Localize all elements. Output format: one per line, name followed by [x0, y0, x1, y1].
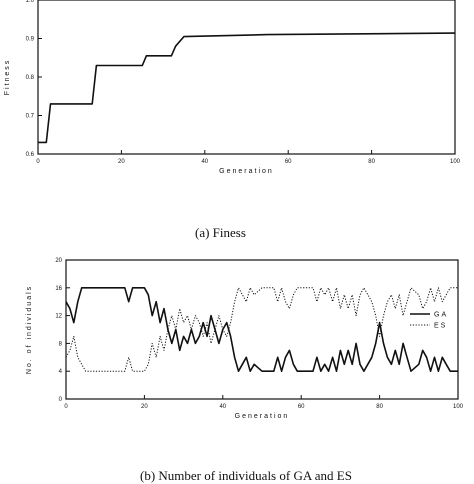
- legend-entry: GA: [434, 312, 448, 319]
- individuals-chart: 0 20 40 60 80 100 0 4 8 12 16 20 Generation No. of in…: [26, 258, 464, 420]
- x-tick-label: 20: [141, 404, 148, 410]
- x-tick-label: 0: [36, 159, 40, 165]
- y-tick-label: 12: [55, 314, 62, 320]
- y-tick-label: 0.8: [26, 75, 35, 81]
- x-axis-label: Generation: [219, 168, 274, 175]
- y-tick-label: 0: [59, 397, 63, 403]
- x-tick-label: 100: [453, 404, 464, 410]
- fitness-chart: 0 20 40 60 80 100 0.6 0.7 0.8 0.9 1.0 Generation Fit…: [4, 0, 461, 175]
- x-tick-label: 80: [368, 159, 375, 165]
- y-axis-label: No. of individuals: [26, 285, 33, 374]
- caption-b: (b) Number of individuals of GA and ES: [140, 468, 352, 483]
- y-tick-label: 20: [55, 258, 62, 264]
- y-tick-label: 0.6: [26, 152, 35, 158]
- x-tick-label: 80: [376, 404, 383, 410]
- plot-frame: [37, 0, 456, 155]
- x-tick-label: 20: [118, 159, 125, 165]
- x-tick-label: 60: [285, 159, 292, 165]
- series-line-ga: [65, 286, 458, 373]
- x-tick-label: 40: [201, 159, 208, 165]
- x-axis-label: Generation: [235, 413, 290, 420]
- series-line: [38, 32, 456, 144]
- series-line-es: [65, 287, 458, 372]
- y-tick-label: 1.0: [26, 0, 35, 4]
- y-tick-label: 4: [59, 369, 63, 375]
- x-tick-label: 60: [298, 404, 305, 410]
- y-tick-label: 0.7: [26, 114, 35, 120]
- y-tick-label: 16: [55, 286, 62, 292]
- y-axis-label: Fitness: [4, 59, 11, 96]
- plot-frame: [65, 259, 459, 400]
- x-tick-label: 0: [64, 404, 68, 410]
- x-tick-label: 100: [450, 159, 461, 165]
- y-tick-label: 8: [59, 341, 63, 347]
- x-tick-label: 40: [219, 404, 226, 410]
- legend-entry: ES: [434, 323, 447, 330]
- caption-a: (a) Finess: [195, 225, 246, 240]
- y-tick-label: 0.9: [26, 37, 35, 43]
